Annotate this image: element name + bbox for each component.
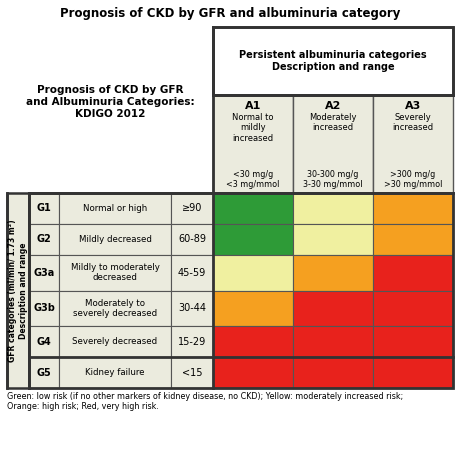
Bar	[213, 255, 292, 291]
Text: <30 mg/g
<3 mg/mmol: <30 mg/g <3 mg/mmol	[226, 170, 279, 189]
Bar	[372, 255, 452, 291]
Bar	[59, 193, 171, 224]
Bar	[292, 95, 372, 193]
Text: Normal to
mildly
increased: Normal to mildly increased	[232, 113, 273, 143]
Text: <15: <15	[181, 368, 202, 378]
Text: Mildly to moderately
decreased: Mildly to moderately decreased	[70, 263, 159, 283]
Bar	[292, 193, 372, 224]
Bar	[29, 255, 59, 291]
Bar	[372, 357, 452, 388]
Bar	[171, 224, 213, 255]
Text: Normal or high: Normal or high	[83, 204, 147, 213]
Bar	[372, 224, 452, 255]
Bar	[372, 193, 452, 224]
Bar	[171, 326, 213, 357]
Bar	[292, 326, 372, 357]
Text: G3a: G3a	[34, 268, 55, 278]
Text: G1: G1	[37, 203, 51, 213]
Text: ≥90: ≥90	[181, 203, 202, 213]
Text: Moderately to
severely decreased: Moderately to severely decreased	[73, 299, 157, 318]
Bar	[59, 357, 171, 388]
Text: Mildly decreased: Mildly decreased	[78, 235, 151, 244]
Bar	[372, 95, 452, 193]
Text: G2: G2	[37, 234, 51, 244]
Text: 30-44: 30-44	[178, 303, 206, 313]
Bar	[171, 255, 213, 291]
Text: 45-59: 45-59	[178, 268, 206, 278]
Text: A3: A3	[404, 101, 420, 111]
Text: Prognosis of CKD by GFR and albuminuria category: Prognosis of CKD by GFR and albuminuria …	[60, 7, 399, 20]
Text: G4: G4	[37, 337, 51, 347]
Bar	[213, 27, 452, 95]
Bar	[29, 326, 59, 357]
Bar	[7, 27, 213, 193]
Bar	[171, 291, 213, 326]
Bar	[213, 27, 452, 95]
Text: GFR categories (ml/min/ 1.73 m²)
Description and range: GFR categories (ml/min/ 1.73 m²) Descrip…	[8, 219, 28, 362]
Bar	[29, 291, 59, 326]
Bar	[59, 291, 171, 326]
Bar	[372, 326, 452, 357]
Text: A2: A2	[324, 101, 341, 111]
Text: G5: G5	[37, 368, 51, 378]
Bar	[213, 326, 292, 357]
Bar	[59, 255, 171, 291]
Text: 30-300 mg/g
3-30 mg/mmol: 30-300 mg/g 3-30 mg/mmol	[302, 170, 362, 189]
Bar	[213, 95, 292, 193]
Bar	[213, 224, 292, 255]
Text: 15-29: 15-29	[178, 337, 206, 347]
Bar	[59, 326, 171, 357]
Bar	[29, 193, 452, 388]
Bar	[171, 193, 213, 224]
Bar	[29, 357, 59, 388]
Text: Severely decreased: Severely decreased	[72, 337, 157, 346]
Bar	[292, 291, 372, 326]
Bar	[213, 193, 292, 224]
Text: Moderately
increased: Moderately increased	[308, 113, 356, 132]
Bar	[7, 193, 29, 388]
Text: 60-89: 60-89	[178, 234, 206, 244]
Text: Severely
increased: Severely increased	[392, 113, 433, 132]
Bar	[29, 224, 59, 255]
Text: Green: low risk (if no other markers of kidney disease, no CKD); Yellow: moderat: Green: low risk (if no other markers of …	[7, 392, 403, 411]
Bar	[59, 224, 171, 255]
Text: >300 mg/g
>30 mg/mmol: >300 mg/g >30 mg/mmol	[383, 170, 441, 189]
Bar	[213, 357, 292, 388]
Bar	[292, 255, 372, 291]
Bar	[213, 291, 292, 326]
Bar	[372, 291, 452, 326]
Text: Prognosis of CKD by GFR
and Albuminuria Categories:
KDIGO 2012: Prognosis of CKD by GFR and Albuminuria …	[26, 86, 194, 119]
Bar	[292, 357, 372, 388]
Text: G3b: G3b	[33, 303, 55, 313]
Text: A1: A1	[244, 101, 261, 111]
Bar	[29, 193, 59, 224]
Text: Persistent albuminuria categories
Description and range: Persistent albuminuria categories Descri…	[239, 50, 426, 72]
Bar	[171, 357, 213, 388]
Bar	[292, 224, 372, 255]
Text: Kidney failure: Kidney failure	[85, 368, 145, 377]
